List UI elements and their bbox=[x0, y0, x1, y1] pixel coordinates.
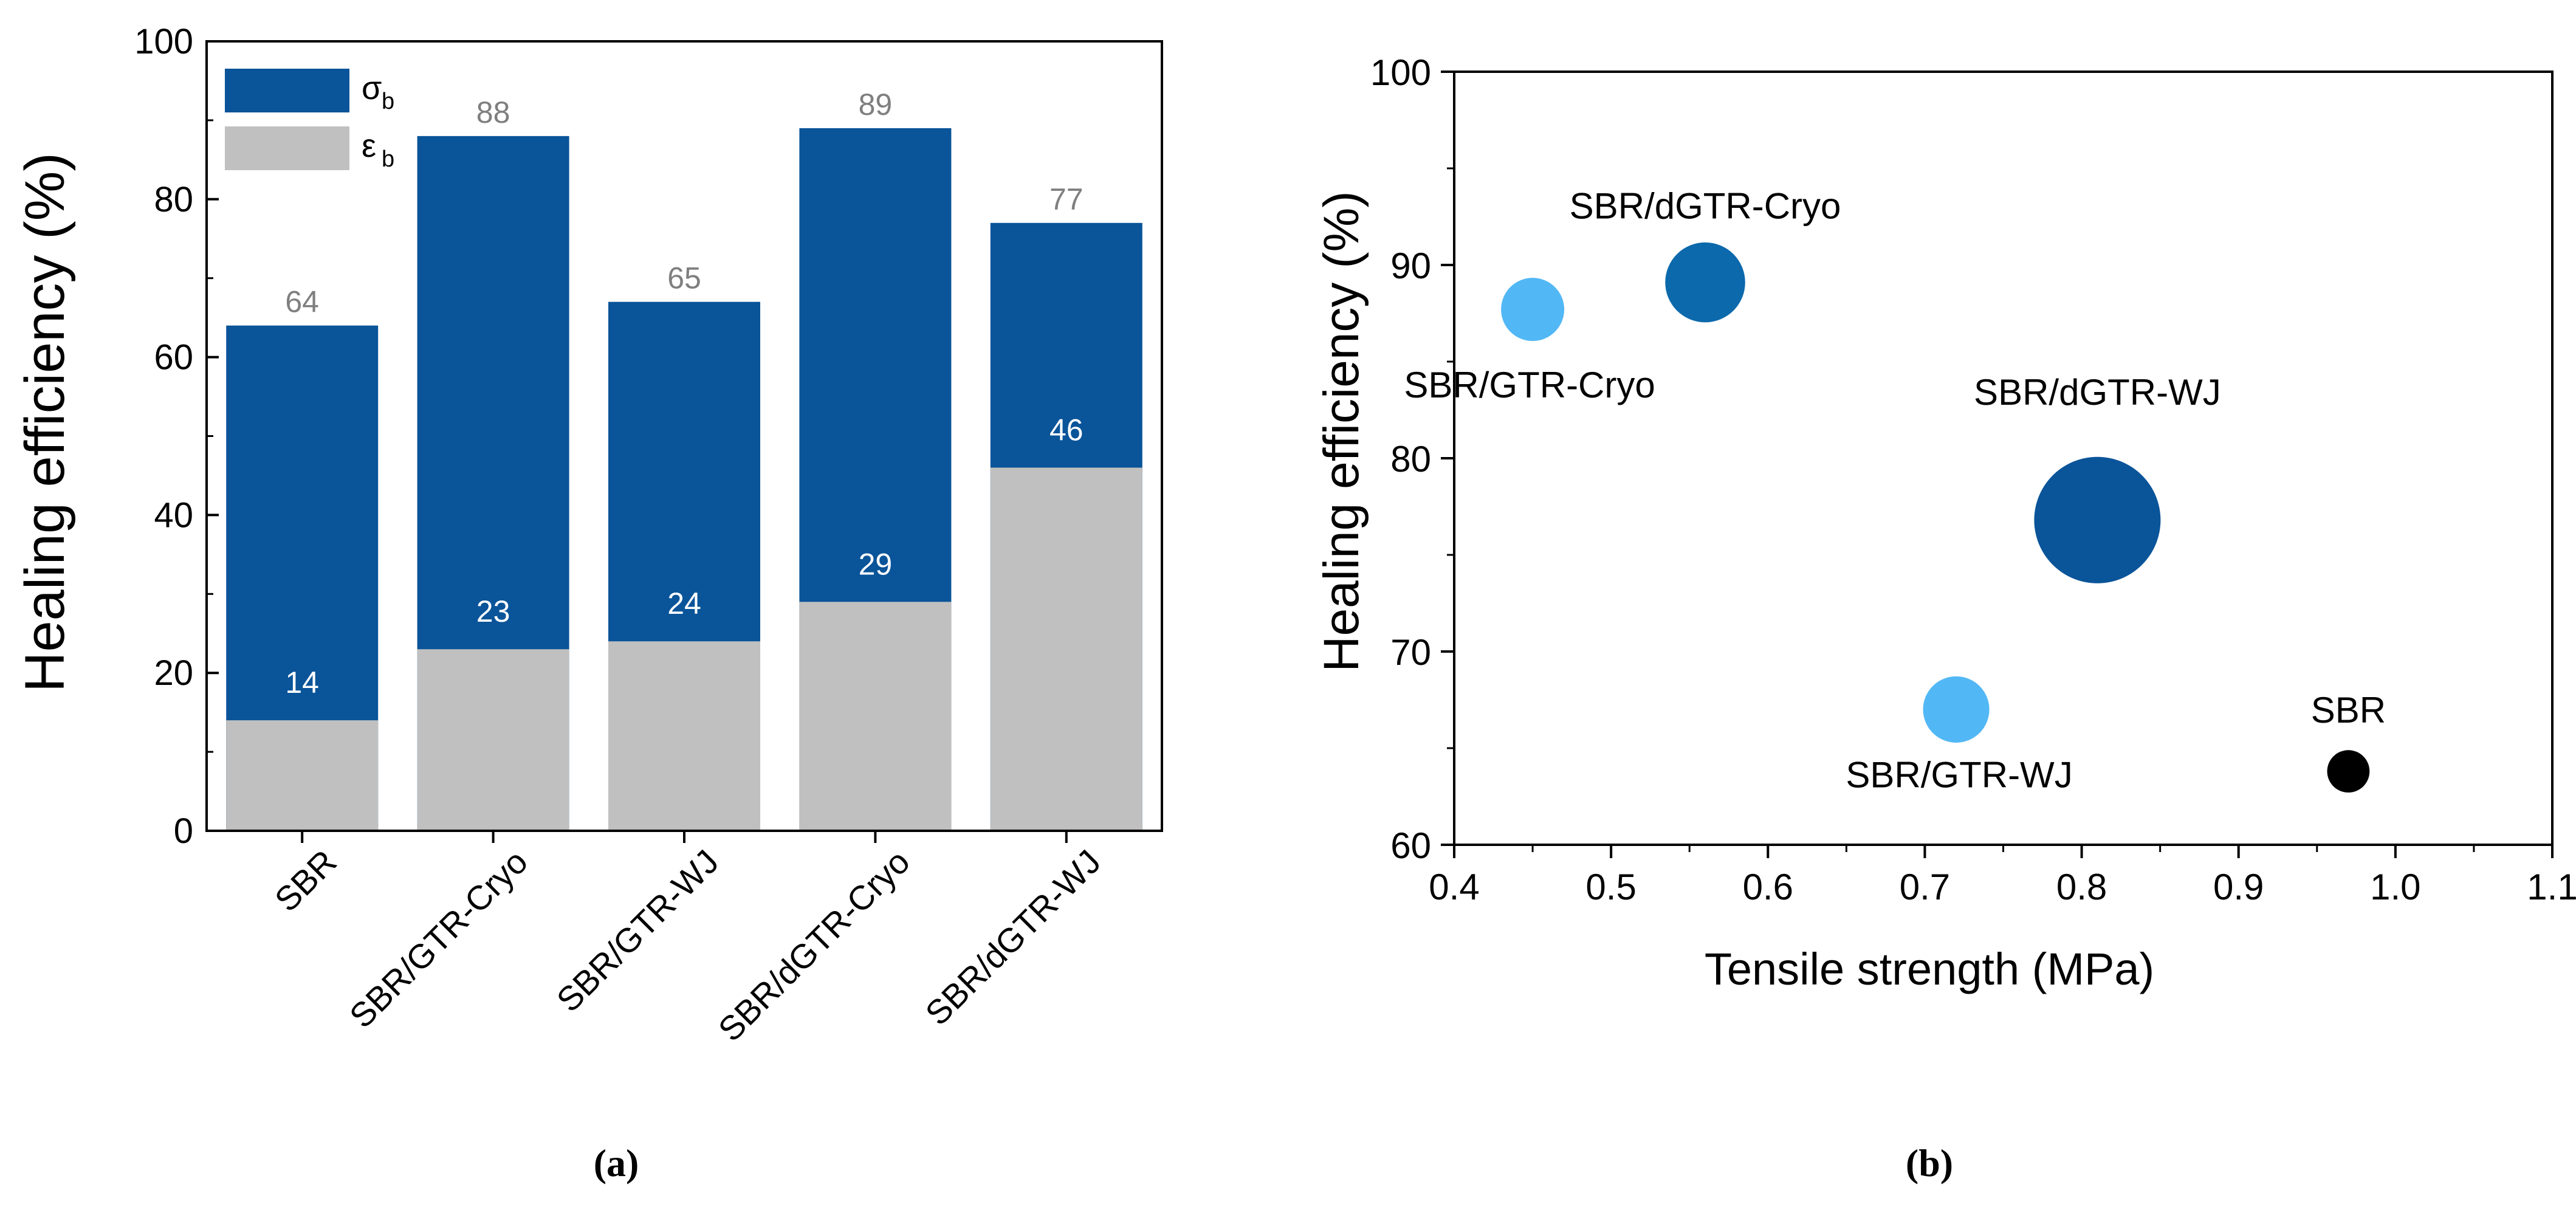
legend-label-epsilon-b: ε bbox=[362, 128, 376, 164]
y-tick-label: 60 bbox=[1390, 825, 1431, 866]
bar-epsilon-b bbox=[799, 602, 952, 831]
x-tick-label: 0.4 bbox=[1429, 867, 1479, 907]
x-tick-label: SBR bbox=[267, 842, 344, 919]
y-tick-label: 40 bbox=[154, 495, 193, 535]
y-tick-label: 90 bbox=[1390, 246, 1431, 286]
bar-group: 64 14 88 23 65 24 89 29 77 46 bbox=[226, 88, 1142, 831]
x-tick-label: 0.5 bbox=[1585, 867, 1636, 907]
point-label: SBR/dGTR-Cryo bbox=[1570, 186, 1841, 227]
x-axis-label: Tensile strength (MPa) bbox=[1705, 944, 2154, 994]
y-tick-label: 0 bbox=[174, 811, 193, 851]
bubble-point bbox=[1923, 676, 1990, 743]
bubble-point bbox=[1665, 242, 1745, 323]
panel-caption: (b) bbox=[1906, 1141, 1953, 1185]
point-label: SBR bbox=[2311, 690, 2386, 731]
y-tick-label: 100 bbox=[1370, 52, 1431, 93]
data-label-sigma-b: 89 bbox=[859, 88, 893, 122]
y-tick-label: 100 bbox=[134, 22, 193, 61]
x-tick-label: 0.8 bbox=[2056, 867, 2107, 907]
data-label-sigma-b: 88 bbox=[476, 95, 510, 129]
bar-epsilon-b bbox=[226, 720, 379, 831]
x-tick-label: SBR/dGTR-Cryo bbox=[711, 842, 917, 1048]
legend-swatch-sigma-b bbox=[225, 69, 349, 112]
y-axis-label: Healing efficiency (%) bbox=[1314, 191, 1369, 672]
y-tick-label: 80 bbox=[1390, 439, 1431, 480]
x-axis-ticks: 0.4 0.5 0.6 0.7 0.8 0.9 1.0 1.1 bbox=[1429, 845, 2576, 907]
data-label-epsilon-b: 23 bbox=[476, 594, 510, 628]
bar-epsilon-b bbox=[608, 641, 760, 831]
y-axis-label: Healing efficiency (%) bbox=[14, 153, 76, 692]
bar-epsilon-b bbox=[990, 467, 1142, 831]
x-tick-label: 1.0 bbox=[2370, 867, 2420, 907]
data-label-sigma-b: 77 bbox=[1049, 182, 1084, 216]
point-label: SBR/GTR-WJ bbox=[1846, 754, 2072, 795]
bubble-point bbox=[1501, 278, 1565, 342]
panel-caption: (a) bbox=[594, 1141, 639, 1185]
y-tick-label: 80 bbox=[154, 180, 193, 219]
data-label-epsilon-b: 24 bbox=[667, 586, 701, 621]
y-axis-ticks: 0 20 40 60 80 100 bbox=[134, 22, 219, 851]
bar-epsilon-b bbox=[417, 649, 569, 831]
y-tick-label: 70 bbox=[1390, 632, 1431, 673]
bubble-point bbox=[2327, 750, 2370, 793]
x-tick-label: SBR/dGTR-WJ bbox=[918, 842, 1108, 1033]
data-label-epsilon-b: 29 bbox=[859, 547, 893, 581]
y-tick-label: 20 bbox=[154, 653, 193, 693]
legend-label-sigma-b: σ bbox=[362, 70, 382, 106]
x-tick-label: 1.1 bbox=[2527, 867, 2576, 907]
panel-b-bubble-chart: SBR/GTR-Cryo SBR/dGTR-Cryo SBR/dGTR-WJ SBR/… bbox=[1314, 52, 2576, 1185]
data-label-sigma-b: 65 bbox=[667, 261, 701, 295]
point-label: SBR/dGTR-WJ bbox=[1974, 372, 2221, 413]
data-label-sigma-b: 64 bbox=[285, 285, 319, 319]
data-label-epsilon-b: 14 bbox=[285, 665, 319, 700]
y-axis-ticks: 60 70 80 90 100 bbox=[1370, 52, 1454, 866]
bubble-point bbox=[2034, 456, 2161, 583]
point-label: SBR/GTR-Cryo bbox=[1404, 365, 1655, 405]
y-tick-label: 60 bbox=[154, 338, 193, 377]
legend: σ bε b bbox=[225, 69, 394, 172]
bubble-group: SBR/GTR-Cryo SBR/dGTR-Cryo SBR/dGTR-WJ SBR/… bbox=[1404, 186, 2386, 796]
data-label-epsilon-b: 46 bbox=[1049, 413, 1084, 447]
legend-swatch-epsilon-b bbox=[225, 126, 349, 170]
legend-subscript: b bbox=[382, 146, 394, 172]
legend-subscript: b bbox=[382, 89, 394, 114]
x-tick-label: 0.7 bbox=[1900, 867, 1950, 907]
x-tick-label: SBR/GTR-Cryo bbox=[342, 842, 535, 1035]
x-tick-label: SBR/GTR-WJ bbox=[549, 842, 726, 1019]
x-tick-label: 0.9 bbox=[2213, 867, 2264, 907]
x-tick-label: 0.6 bbox=[1743, 867, 1793, 907]
